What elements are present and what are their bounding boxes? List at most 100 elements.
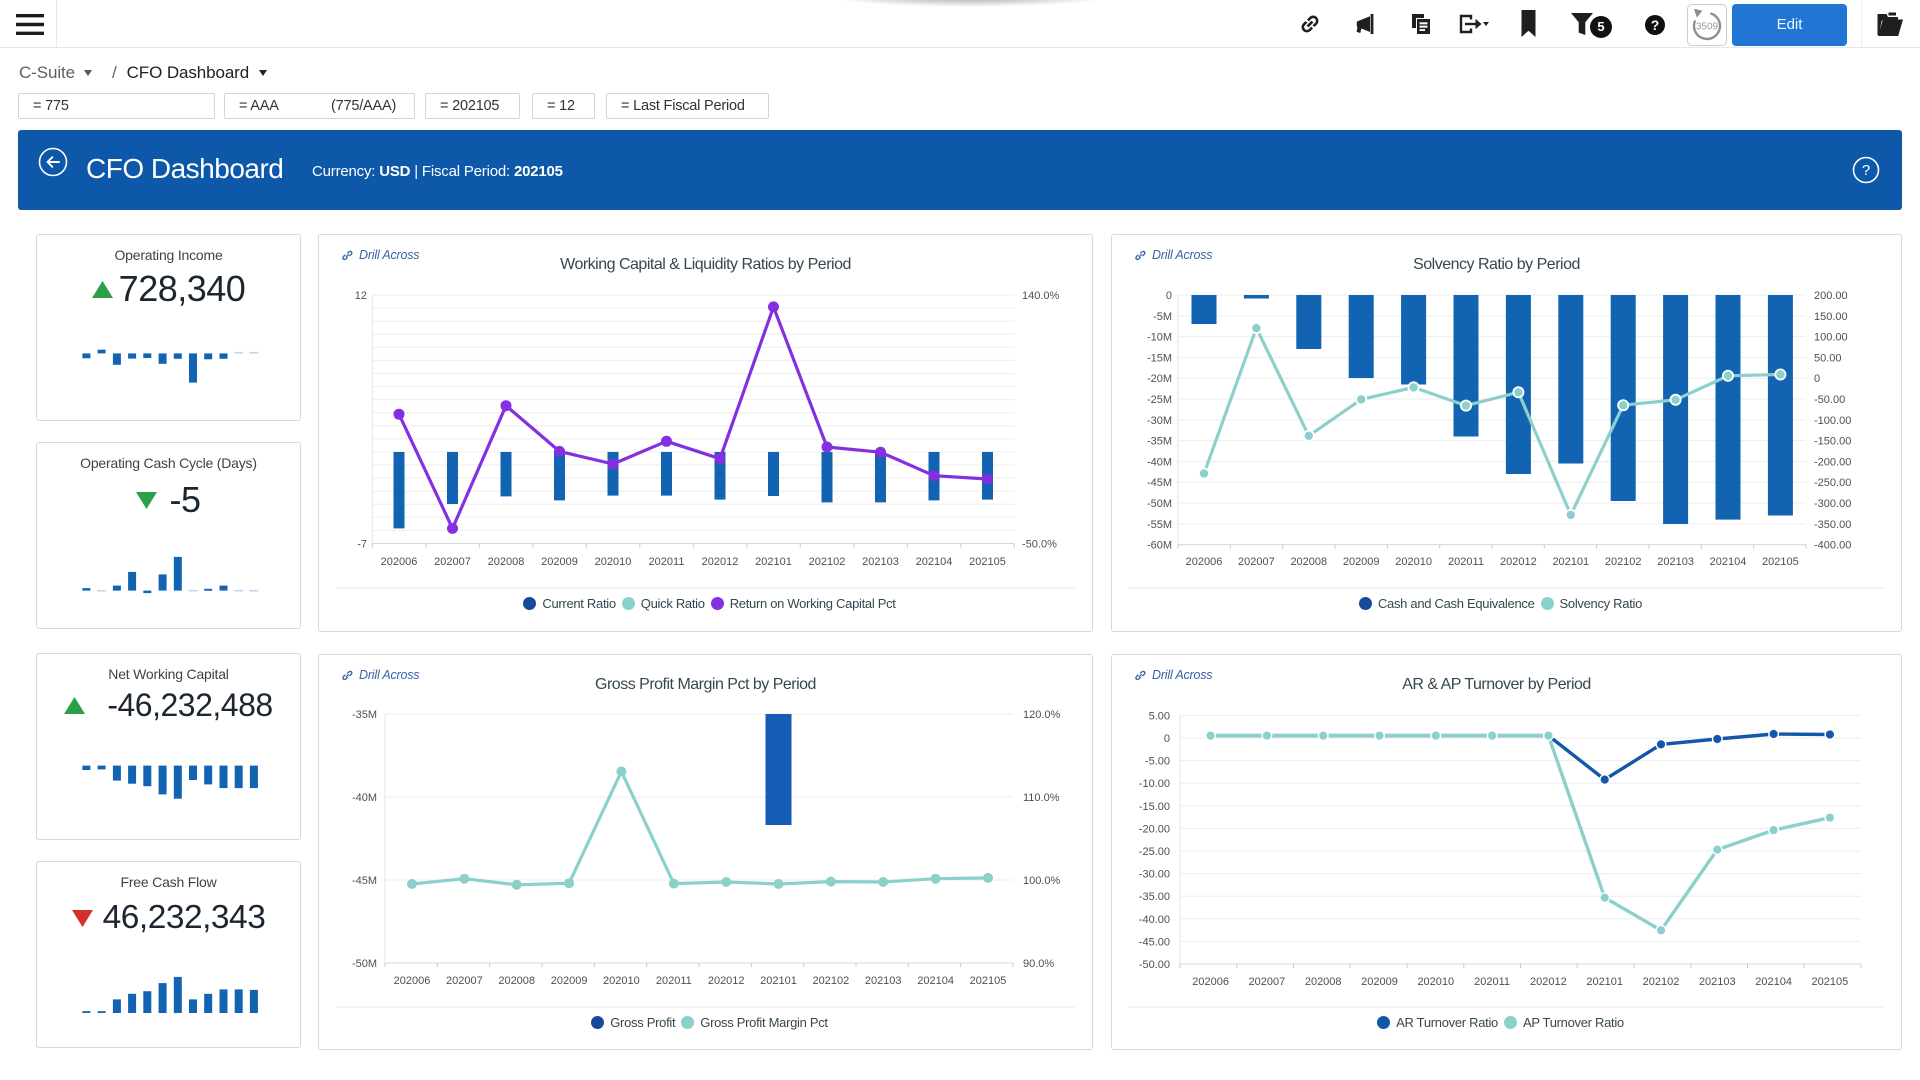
svg-text:202102: 202102 [809,556,846,568]
svg-text:202008: 202008 [488,556,525,568]
svg-text:?: ? [1862,162,1870,179]
svg-text:202105: 202105 [1812,976,1849,988]
svg-text:100.00: 100.00 [1814,332,1848,344]
svg-text:202011: 202011 [656,975,692,987]
svg-text:202007: 202007 [1238,556,1275,568]
svg-text:-60M: -60M [1147,540,1172,552]
svg-text:202102: 202102 [813,975,850,987]
svg-text:202101: 202101 [1552,556,1589,568]
svg-text:3509: 3509 [1696,22,1719,33]
svg-text:0: 0 [1166,290,1172,302]
svg-text:100.0%: 100.0% [1023,875,1061,887]
svg-text:50.00: 50.00 [1814,352,1842,364]
svg-text:-35M: -35M [352,709,377,721]
svg-text:-45.00: -45.00 [1139,936,1170,948]
svg-text:202008: 202008 [498,975,535,987]
svg-text:202011: 202011 [649,556,685,568]
svg-text:-20M: -20M [1147,373,1172,385]
svg-text:-400.00: -400.00 [1814,540,1851,552]
svg-text:202010: 202010 [1417,976,1454,988]
svg-text:202103: 202103 [862,556,899,568]
svg-text:202006: 202006 [394,975,431,987]
svg-text:-20.00: -20.00 [1139,823,1170,835]
svg-text:-45M: -45M [352,875,377,887]
svg-text:-150.00: -150.00 [1814,436,1851,448]
svg-text:202105: 202105 [969,556,1006,568]
svg-text:202010: 202010 [603,975,640,987]
svg-text:202101: 202101 [760,975,797,987]
svg-text:202012: 202012 [702,556,739,568]
svg-text:120.0%: 120.0% [1023,709,1061,721]
svg-text:202104: 202104 [916,556,953,568]
svg-text:202011: 202011 [1448,556,1484,568]
svg-text:202009: 202009 [541,556,578,568]
svg-text:-50M: -50M [1147,498,1172,510]
svg-text:-250.00: -250.00 [1814,477,1851,489]
svg-text:202010: 202010 [1395,556,1432,568]
svg-text:140.0%: 140.0% [1022,290,1060,302]
svg-text:110.0%: 110.0% [1023,792,1060,804]
svg-text:202011: 202011 [1474,976,1510,988]
svg-text:202009: 202009 [551,975,588,987]
svg-text:202103: 202103 [865,975,902,987]
svg-text:202006: 202006 [1186,556,1223,568]
svg-text:202007: 202007 [446,975,483,987]
svg-text:-35.00: -35.00 [1139,891,1170,903]
svg-text:-100.00: -100.00 [1814,415,1851,427]
svg-text:12: 12 [355,290,367,302]
svg-text:202007: 202007 [1249,976,1286,988]
svg-text:-10M: -10M [1147,332,1172,344]
svg-text:5.00: 5.00 [1149,710,1170,722]
svg-text:202102: 202102 [1605,556,1642,568]
svg-text:202101: 202101 [1586,976,1623,988]
svg-text:200.00: 200.00 [1814,290,1848,302]
svg-text:202103: 202103 [1657,556,1694,568]
svg-text:-40M: -40M [1147,456,1172,468]
svg-text:202009: 202009 [1343,556,1380,568]
svg-text:-7: -7 [357,539,367,551]
svg-text:-50.00: -50.00 [1139,959,1170,971]
svg-text:202104: 202104 [917,975,954,987]
svg-text:90.0%: 90.0% [1023,958,1054,970]
svg-text:150.00: 150.00 [1814,311,1848,323]
svg-text:202101: 202101 [755,556,792,568]
svg-text:-55M: -55M [1147,519,1172,531]
svg-text:202103: 202103 [1699,976,1736,988]
svg-text:202006: 202006 [1192,976,1229,988]
svg-text:-5M: -5M [1153,311,1172,323]
svg-text:-30.00: -30.00 [1139,869,1170,881]
svg-text:202104: 202104 [1755,976,1792,988]
svg-text:-10.00: -10.00 [1139,778,1170,790]
svg-text:202008: 202008 [1305,976,1342,988]
svg-text:-200.00: -200.00 [1814,456,1851,468]
svg-text:202012: 202012 [708,975,745,987]
svg-text:202012: 202012 [1530,976,1567,988]
svg-text:202008: 202008 [1290,556,1327,568]
svg-text:-25M: -25M [1147,394,1172,406]
svg-text:-5.00: -5.00 [1145,756,1170,768]
svg-text:202007: 202007 [434,556,471,568]
svg-text:202010: 202010 [595,556,632,568]
svg-text:202105: 202105 [970,975,1007,987]
svg-text:-50M: -50M [352,958,377,970]
svg-text:-35M: -35M [1147,436,1172,448]
svg-text:0: 0 [1164,733,1170,745]
svg-text:-50.00: -50.00 [1814,394,1845,406]
svg-text:202006: 202006 [381,556,418,568]
svg-text:202104: 202104 [1710,556,1747,568]
svg-text:0: 0 [1814,373,1820,385]
svg-text:202009: 202009 [1361,976,1398,988]
svg-text:-15.00: -15.00 [1139,801,1170,813]
svg-text:202102: 202102 [1643,976,1680,988]
svg-text:202105: 202105 [1762,556,1799,568]
svg-text:-45M: -45M [1147,477,1172,489]
svg-text:-15M: -15M [1147,352,1172,364]
svg-text:-50.0%: -50.0% [1022,539,1057,551]
svg-text:-40M: -40M [352,792,377,804]
svg-text:-25.00: -25.00 [1139,846,1170,858]
svg-text:-300.00: -300.00 [1814,498,1851,510]
svg-text:202012: 202012 [1500,556,1537,568]
svg-text:-30M: -30M [1147,415,1172,427]
svg-text:-40.00: -40.00 [1139,914,1170,926]
svg-text:-350.00: -350.00 [1814,519,1851,531]
